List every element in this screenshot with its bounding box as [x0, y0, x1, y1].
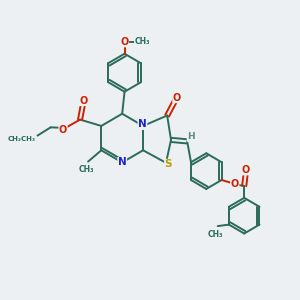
- Text: N: N: [138, 119, 147, 129]
- Text: H: H: [187, 132, 195, 141]
- Text: O: O: [173, 93, 181, 103]
- Text: O: O: [120, 37, 129, 47]
- Text: CH₃: CH₃: [208, 230, 223, 239]
- Text: CH₂CH₃: CH₂CH₃: [8, 136, 36, 142]
- Text: N: N: [118, 158, 127, 167]
- Text: O: O: [80, 96, 88, 106]
- Text: S: S: [165, 159, 172, 169]
- Text: CH₃: CH₃: [79, 165, 94, 174]
- Text: O: O: [59, 125, 67, 135]
- Text: O: O: [242, 165, 250, 175]
- Text: O: O: [231, 179, 239, 190]
- Text: CH₃: CH₃: [134, 37, 150, 46]
